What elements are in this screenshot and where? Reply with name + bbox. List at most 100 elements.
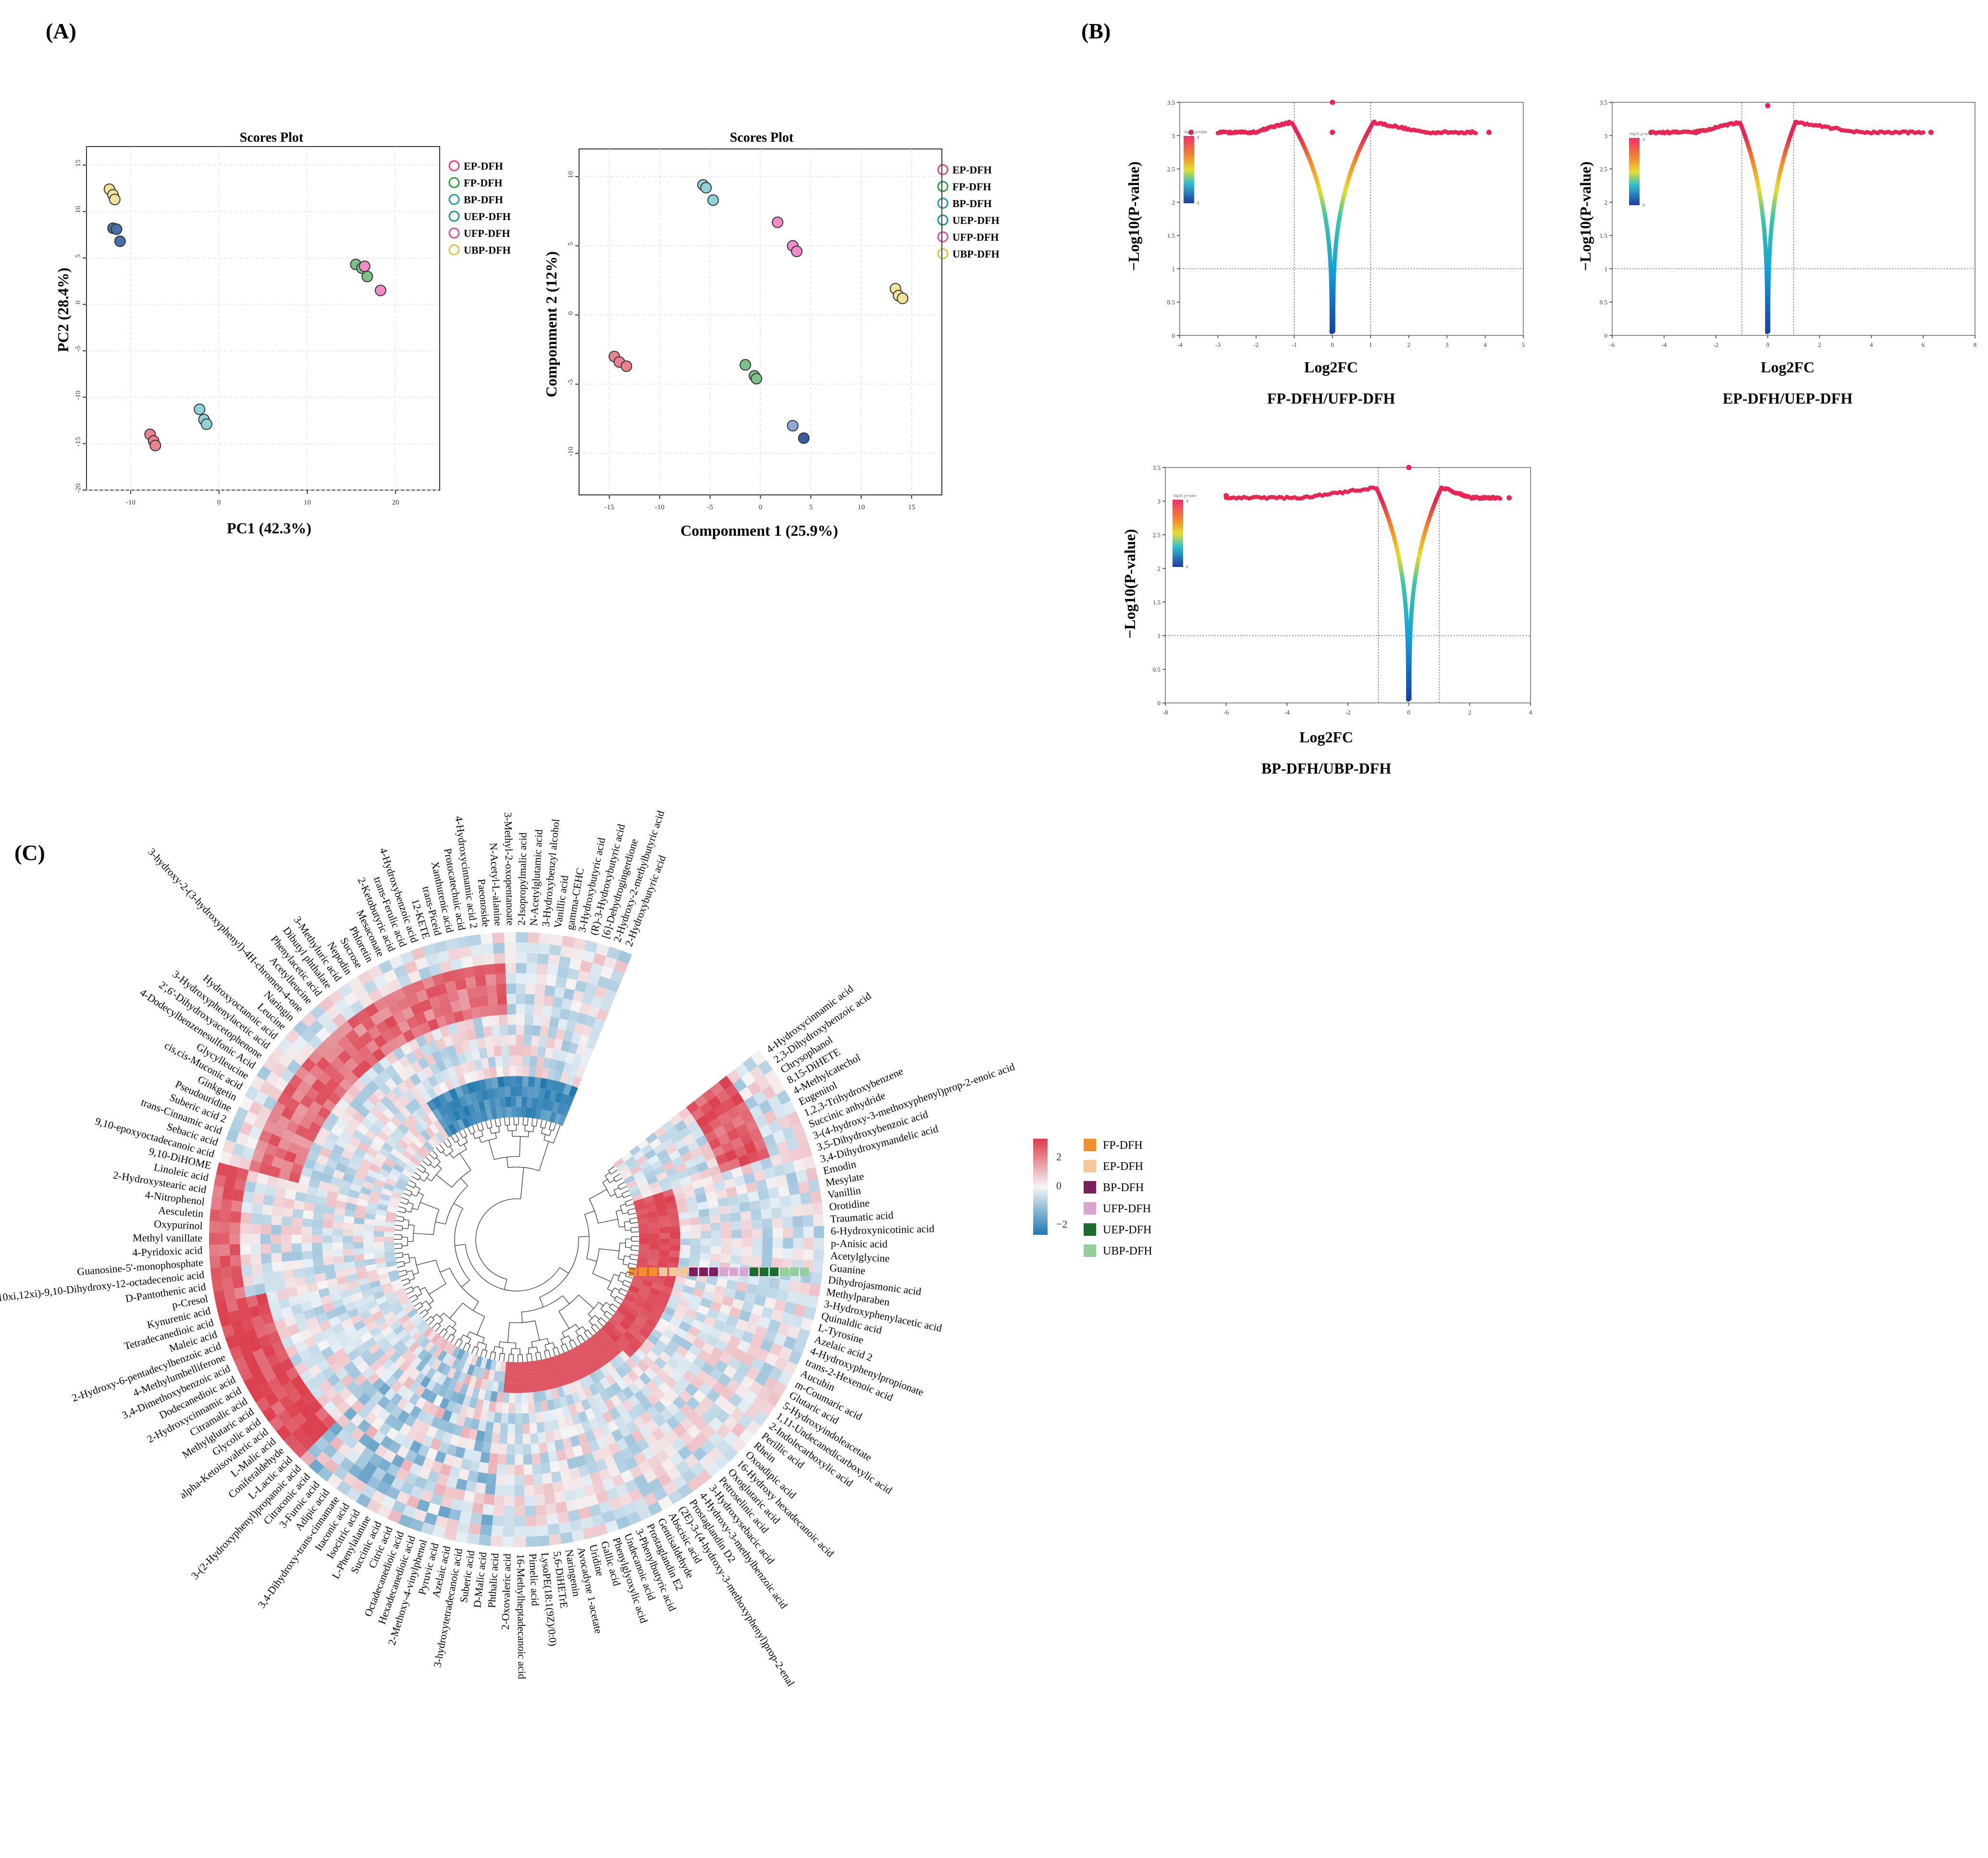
heatmap-cell	[632, 1169, 644, 1180]
heatmap-cell	[616, 1460, 630, 1474]
pca-point-ep-dfh	[149, 440, 161, 452]
dendrogram-branch	[609, 1180, 615, 1183]
dendrogram-branch	[568, 1335, 572, 1341]
heatmap-cell	[482, 1504, 494, 1515]
heatmap-cell	[687, 1203, 699, 1212]
heatmap-cell	[515, 1393, 522, 1403]
heatmap-cell	[484, 1036, 494, 1048]
heatmap-cell	[610, 1382, 622, 1395]
heatmap-cell	[743, 1142, 757, 1155]
dendrogram-branch	[498, 1353, 501, 1361]
metabolite-label: Pimelic acid	[527, 1553, 541, 1606]
heatmap-cell	[622, 1316, 634, 1327]
heatmap-cell	[649, 1233, 660, 1239]
heatmap-cell	[292, 1259, 304, 1269]
heatmap-cell	[250, 1223, 261, 1234]
heatmap-cell	[628, 1382, 640, 1395]
dendrogram-branch	[553, 1342, 556, 1348]
heatmap-cell	[755, 1179, 768, 1192]
heatmap-cell	[302, 1251, 313, 1260]
volcano-plot-ep: Log2FC −Log10(P-value) EP-DFH/UEP-DFH -6…	[1577, 99, 1976, 407]
heatmap-cell	[692, 1356, 706, 1369]
heatmap-cell	[767, 1095, 782, 1110]
heatmap-cell	[772, 1105, 787, 1120]
heatmap-cell	[647, 1154, 660, 1165]
dendrogram-branch	[624, 1255, 630, 1257]
plsda-legend-marker	[937, 248, 949, 259]
heatmap-cell	[704, 1375, 718, 1389]
heatmap-cell	[489, 1005, 499, 1016]
heatmap-cell	[514, 1475, 524, 1486]
heatmap-cell	[498, 1086, 506, 1098]
heatmap-cell	[766, 1144, 780, 1157]
dendrogram-branch	[576, 1337, 581, 1344]
heatmap-cell	[516, 1034, 524, 1046]
volcano2-colorbar-title: -log10_p-value	[1629, 132, 1653, 136]
dendrogram-branch	[553, 1123, 556, 1131]
dendrogram-branch	[468, 1338, 471, 1344]
heatmap-cell	[812, 1261, 824, 1274]
dendrogram-branch	[428, 1301, 434, 1305]
heatmap-cell	[601, 1324, 612, 1336]
heatmap-cell	[786, 1136, 800, 1151]
heatmap-cell	[678, 1298, 691, 1308]
heatmap-cell	[776, 1090, 791, 1106]
heatmap-cell	[333, 1249, 344, 1257]
heatmap-cell	[487, 1463, 498, 1475]
heatmap-cell	[669, 1316, 682, 1328]
heatmap-cell	[343, 1255, 355, 1263]
heatmap-cell	[745, 1366, 760, 1381]
dendrogram-branch	[443, 1141, 448, 1148]
heatmap-cell	[628, 1307, 640, 1317]
heatmap-cell	[384, 1246, 395, 1252]
heatmap-cell	[730, 1220, 742, 1230]
heatmap-cell	[677, 1144, 691, 1157]
heatmap-cell	[462, 966, 475, 979]
heatmap-cell	[692, 1389, 706, 1403]
heatmap-cell	[281, 1243, 292, 1253]
heatmap-cell	[795, 1169, 808, 1183]
dendrogram-branch	[411, 1298, 419, 1303]
heatmap-cell	[575, 1356, 585, 1368]
pca-title: Scores Plot	[240, 130, 304, 145]
heatmap-cell	[610, 1370, 622, 1382]
heatmap-cell	[516, 1004, 526, 1015]
heatmap-cell	[343, 1242, 353, 1250]
heatmap-cell	[644, 1170, 656, 1180]
heatmap-cell	[712, 1145, 725, 1158]
pca-point-fp-dfh	[361, 271, 373, 283]
heatmap-cell	[689, 1252, 701, 1260]
plsda-point-uep-dfh	[798, 432, 810, 444]
heatmap-cell	[594, 1331, 605, 1342]
heatmap-cell	[788, 1182, 800, 1196]
heatmap-cell	[738, 1413, 753, 1429]
heatmap-cell	[363, 1247, 374, 1254]
dendrogram-branch	[627, 1208, 635, 1211]
heatmap-cell	[614, 1310, 626, 1320]
dendrogram-branch	[482, 1338, 485, 1343]
heatmap-cell	[682, 1114, 696, 1127]
heatmap-cell	[741, 1220, 752, 1230]
heatmap-cell	[301, 1243, 312, 1252]
heatmap-cell	[715, 1153, 728, 1166]
heatmap-cell	[642, 1492, 658, 1507]
heatmap-cell	[710, 1222, 721, 1231]
volcano2-colorbar-tick: 4	[1642, 137, 1645, 142]
dendrogram-branch	[629, 1263, 637, 1265]
heatmap-cell	[332, 1228, 343, 1236]
pca-score-plot: Scores Plot PC1 (42.3%) PC2 (28.4%) EP-D…	[54, 130, 511, 537]
heatmap-cell	[507, 1413, 516, 1424]
heatmap-cell	[793, 1238, 804, 1249]
heatmap-cell	[530, 1056, 538, 1067]
dendrogram-branch	[623, 1264, 629, 1266]
dendrogram-branch	[430, 1164, 435, 1169]
heatmap-cell	[508, 1034, 517, 1046]
heatmap-cell	[223, 1288, 236, 1302]
heatmap-cell	[312, 1257, 324, 1267]
heatmap-cell	[537, 1535, 550, 1547]
heatmap-cell	[786, 1291, 799, 1304]
volcano3-tick-label-y: 3	[1158, 498, 1161, 505]
volcano1-xlabel: Log2FC	[1304, 358, 1358, 376]
heatmap-cell	[589, 1360, 600, 1372]
heatmap-cell	[681, 1314, 694, 1326]
